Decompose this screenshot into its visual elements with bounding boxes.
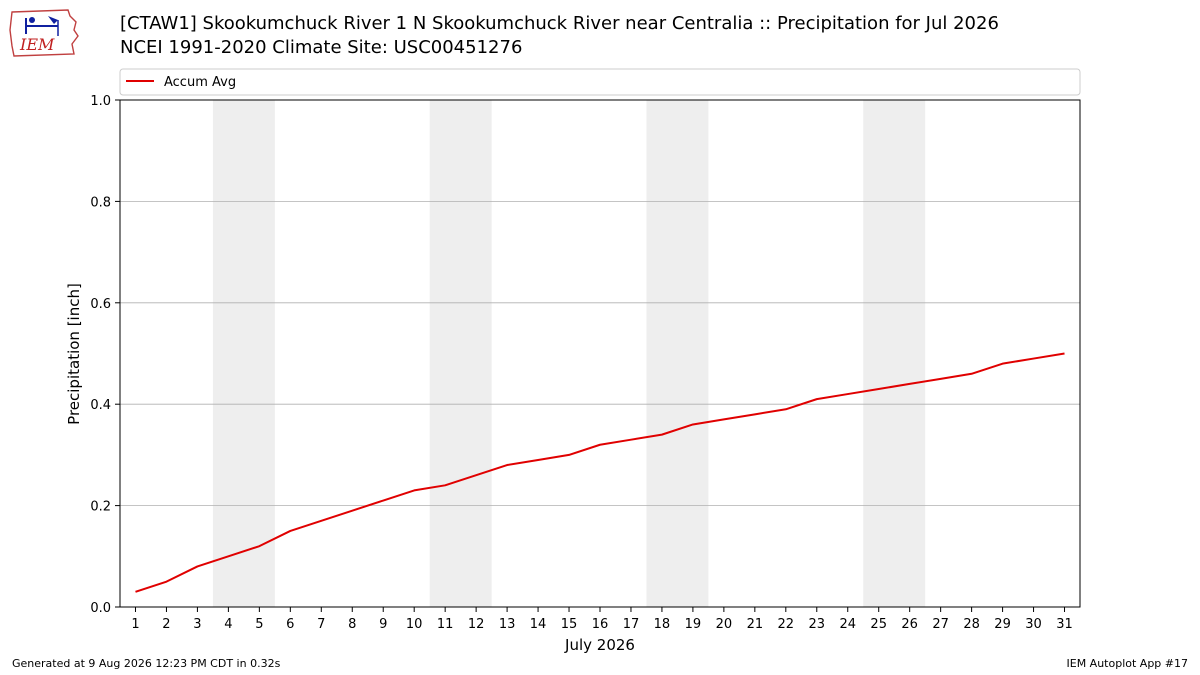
x-tick-label: 15 <box>561 617 578 632</box>
x-tick-label: 9 <box>379 617 387 632</box>
series-layer <box>135 352 1065 593</box>
x-tick-label: 27 <box>932 617 949 632</box>
horizontal-gridlines <box>120 200 1080 507</box>
y-tick-label: 0.6 <box>90 297 111 312</box>
x-tick-label: 4 <box>224 617 232 632</box>
x-tick-label: 23 <box>809 617 826 632</box>
y-tick-label: 0.4 <box>90 398 111 413</box>
x-tick-label: 21 <box>747 617 764 632</box>
y-tick-label: 0.8 <box>90 195 111 210</box>
logo-text: IEM <box>19 35 55 54</box>
x-tick-label: 6 <box>286 617 294 632</box>
x-tick-label: 18 <box>654 617 671 632</box>
x-tick-label: 17 <box>623 617 640 632</box>
y-axis-label: Precipitation [inch] <box>65 283 83 425</box>
x-tick-label: 29 <box>994 617 1011 632</box>
x-tick-label: 3 <box>193 617 201 632</box>
x-tick-label: 14 <box>530 617 547 632</box>
x-tick-label: 11 <box>437 617 454 632</box>
legend-box <box>119 68 1081 96</box>
weekend-band-2 <box>429 100 492 607</box>
x-tick-label: 8 <box>348 617 356 632</box>
title-line-2: NCEI 1991-2020 Climate Site: USC00451276 <box>120 37 523 58</box>
x-tick-label: 19 <box>685 617 702 632</box>
autoplot-app-label: IEM Autoplot App #17 <box>1066 657 1189 670</box>
x-tick-label: 2 <box>162 617 170 632</box>
chart-title: [CTAW1] Skookumchuck River 1 N Skookumch… <box>120 12 999 60</box>
y-tick-label: 1.0 <box>90 94 111 109</box>
weekend-band-4 <box>863 100 926 607</box>
x-tick-label: 10 <box>406 617 423 632</box>
y-tick-label: 0.0 <box>90 601 111 616</box>
weekend-bands <box>212 100 926 607</box>
weekend-band-3 <box>646 100 709 607</box>
x-tick-label: 28 <box>963 617 980 632</box>
x-tick-label: 20 <box>716 617 733 632</box>
x-tick-label: 22 <box>778 617 795 632</box>
x-axis-label: July 2026 <box>564 636 635 654</box>
x-tick-label: 26 <box>901 617 918 632</box>
x-axis: 1 2 3 4 5 6 7 8 9 10 11 12 13 14 15 16 17 18 19 20 21 22 23 24 2… <box>131 607 1073 632</box>
x-tick-label: 12 <box>468 617 485 632</box>
x-tick-label: 16 <box>592 617 609 632</box>
x-tick-label: 1 <box>131 617 139 632</box>
x-tick-label: 7 <box>317 617 325 632</box>
title-line-1: [CTAW1] Skookumchuck River 1 N Skookumch… <box>120 13 999 34</box>
x-tick-label: 5 <box>255 617 263 632</box>
legend-label-accum-avg: Accum Avg <box>164 75 236 90</box>
x-tick-label: 25 <box>870 617 887 632</box>
generated-timestamp: Generated at 9 Aug 2026 12:23 PM CDT in … <box>12 657 281 670</box>
x-tick-label: 24 <box>839 617 856 632</box>
iem-logo: IEM <box>9 9 79 57</box>
legend: Accum Avg <box>119 68 1081 96</box>
x-tick-label: 13 <box>499 617 516 632</box>
weekend-band-1 <box>212 100 275 607</box>
x-tick-label: 31 <box>1056 617 1073 632</box>
y-tick-label: 0.2 <box>90 500 111 515</box>
y-axis: 0.0 0.2 0.4 0.6 0.8 1.0 <box>90 94 120 616</box>
x-tick-label: 30 <box>1025 617 1042 632</box>
